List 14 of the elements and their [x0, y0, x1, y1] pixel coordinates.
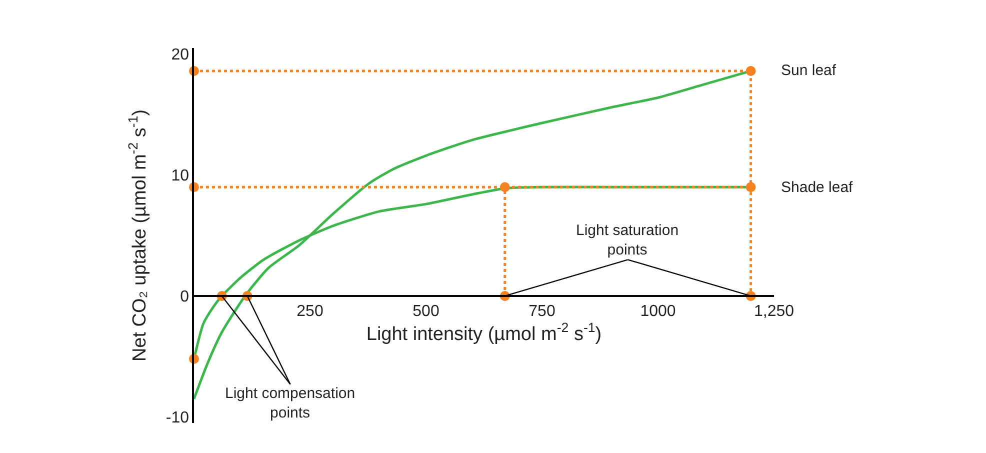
y-tick-label: 10 [171, 168, 190, 185]
x-axis-title: Light intensity (µmol m$^{-2}$ s$^{-1}$) [366, 320, 602, 345]
x-tick-label: 250 [296, 302, 324, 320]
y-tick-label: -10 [166, 410, 190, 427]
x-tick-label: 1000 [640, 302, 676, 320]
y-tick-label: 0 [180, 288, 190, 306]
annotation: Light compensation points [225, 385, 356, 422]
y-tick-label: 20 [171, 46, 190, 64]
annotation: Light saturation points [576, 222, 679, 258]
x-tick-label: 1,250 [754, 302, 794, 320]
x-tick-label: 500 [412, 302, 440, 320]
annotation: Shade leaf [781, 179, 854, 196]
annotation: Sun leaf [781, 62, 837, 79]
x-tick-label: 750 [528, 302, 556, 320]
